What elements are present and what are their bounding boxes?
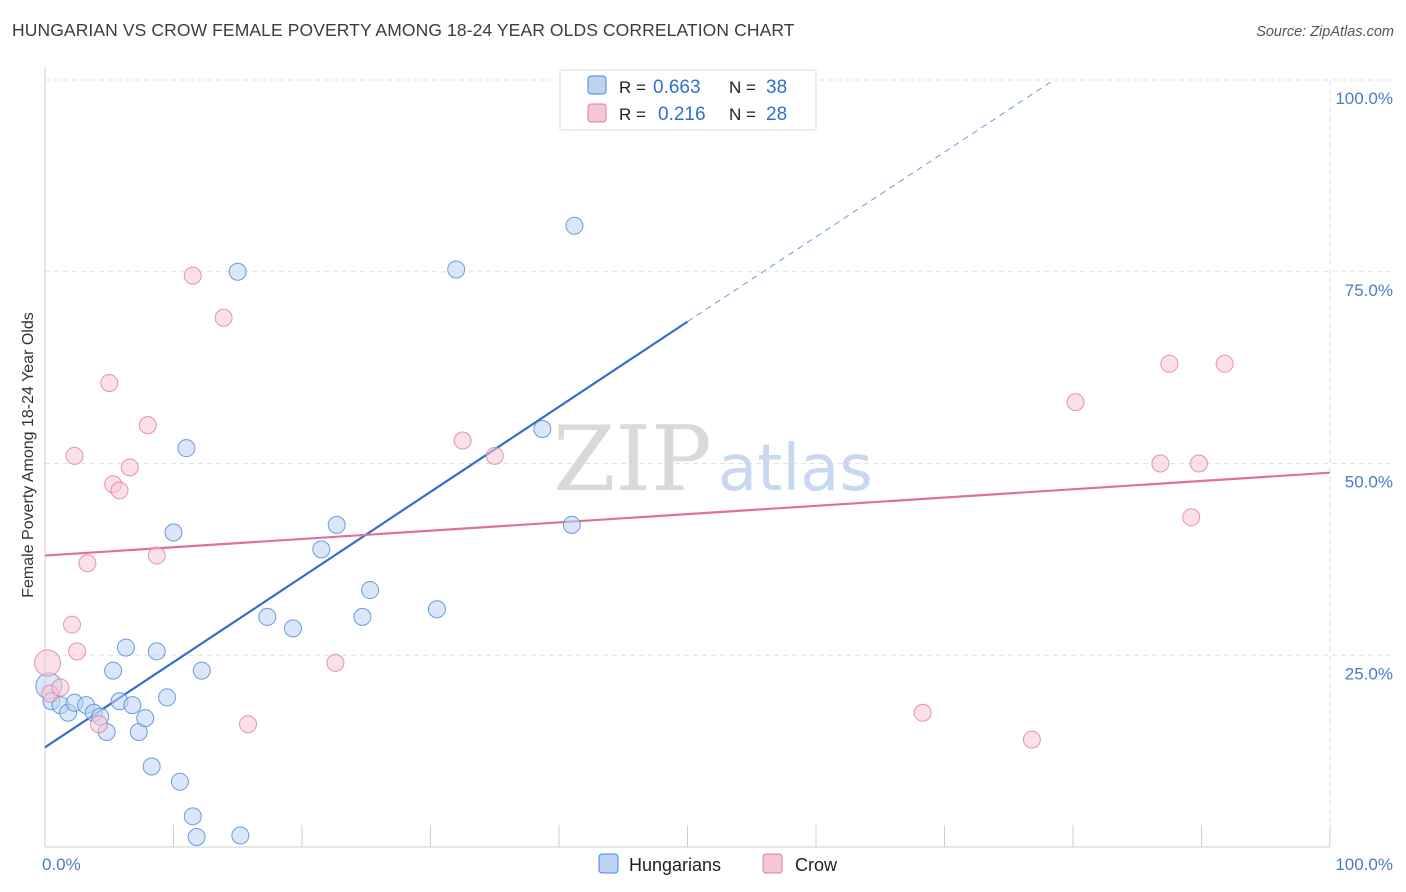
legend-n-value-2: 28 (766, 104, 787, 125)
hungarians-point-23 (192, 661, 211, 680)
crow-point-6 (78, 554, 97, 573)
hungarians-point-21 (183, 807, 202, 826)
hungarians-point-19 (170, 772, 189, 791)
bottom-legend-hungarians: Hungarians (629, 855, 721, 875)
hungarians-point-34 (533, 419, 552, 438)
legend-r-value-1: 0.663 (653, 77, 701, 98)
trend-lines (44, 79, 1331, 749)
legend-r-label-1: R = (619, 78, 646, 97)
y-tick-label-25: 25.0% (1345, 664, 1393, 683)
crow-point-19 (485, 446, 504, 465)
y-axis-label: Female Poverty Among 18-24 Year Olds (20, 312, 37, 598)
y-tick-labels: 100.0% 75.0% 50.0% 25.0% (1335, 89, 1393, 683)
crow-point-14 (183, 266, 202, 285)
hungarians-point-9 (104, 661, 123, 680)
hungarians-point-20 (177, 439, 196, 458)
x-tick-labels: 0.0% 100.0% (42, 855, 1393, 874)
crow-point-22 (1066, 393, 1085, 412)
hungarians-point-25 (231, 826, 250, 845)
crow-point-10 (110, 481, 129, 500)
crow-point-4 (65, 446, 84, 465)
bottom-legend-swatch-crow (762, 853, 783, 874)
series-legend: Hungarians Crow (598, 853, 838, 875)
hungarians-point-36 (565, 216, 584, 235)
hungarians-point-17 (158, 688, 177, 707)
legend-swatch-hungarians (587, 75, 607, 95)
y-tick-label-50: 50.0% (1345, 473, 1393, 492)
hungarians-point-30 (353, 607, 372, 626)
x-tick-label-100: 100.0% (1335, 855, 1393, 874)
data-points (34, 216, 1234, 847)
crow-point-13 (147, 546, 166, 565)
axes (44, 67, 1331, 848)
crow-point-7 (89, 715, 108, 734)
crow-point-20 (913, 703, 932, 722)
crow-point-21 (1022, 730, 1041, 749)
legend-n-label-1: N = (729, 78, 756, 97)
crow-point-24 (1160, 354, 1179, 373)
hungarians-point-11 (116, 638, 135, 657)
hungarians-point-29 (327, 515, 346, 534)
crow-point-26 (1189, 454, 1208, 473)
hungarians-point-28 (312, 540, 331, 559)
watermark: ZIP atlas (553, 407, 873, 512)
crow-point-0 (34, 649, 62, 677)
crow-point-11 (120, 458, 139, 477)
crow-point-12 (138, 416, 157, 435)
crow-point-3 (62, 615, 81, 634)
crow-trend-line (44, 471, 1331, 557)
hungarians-point-24 (228, 262, 247, 281)
hungarians-point-27 (284, 619, 303, 638)
hungarians-point-22 (187, 828, 206, 847)
crow-point-27 (1215, 354, 1234, 373)
hungarians-point-35 (562, 515, 581, 534)
y-tick-label-100: 100.0% (1335, 89, 1393, 108)
hungarians-point-12 (123, 696, 142, 715)
legend-swatch-crow (587, 103, 607, 123)
watermark-zip: ZIP (553, 407, 712, 512)
hungarians-point-32 (427, 600, 446, 619)
hungarians-point-33 (447, 260, 466, 279)
legend-r-label-2: R = (619, 105, 646, 124)
watermark-atlas: atlas (718, 432, 873, 506)
hungarians-point-16 (147, 642, 166, 661)
source-label: Source: ZipAtlas.com (1256, 24, 1394, 40)
crow-point-2 (51, 678, 70, 697)
crow-point-8 (100, 373, 119, 392)
crow-point-18 (453, 431, 472, 450)
crow-point-25 (1182, 508, 1201, 527)
legend-n-label-2: N = (729, 105, 756, 124)
hungarians-point-18 (164, 523, 183, 542)
stats-legend: R = 0.663 N = 38 R = 0.216 N = 28 (559, 69, 817, 131)
chart-title: HUNGARIAN VS CROW FEMALE POVERTY AMONG 1… (12, 20, 795, 40)
bottom-legend-crow: Crow (795, 855, 838, 875)
crow-point-15 (214, 308, 233, 327)
hungarians-point-26 (258, 607, 277, 626)
hungarians-point-15 (142, 757, 161, 776)
hungarians-point-14 (136, 709, 155, 728)
legend-r-value-2: 0.216 (658, 104, 706, 125)
hungarians-point-31 (361, 581, 380, 600)
legend-n-value-1: 38 (766, 77, 787, 98)
y-tick-label-75: 75.0% (1345, 281, 1393, 300)
x-tick-label-0: 0.0% (42, 855, 81, 874)
bottom-legend-swatch-hungarians (598, 853, 619, 874)
hungarians-trend-extension (687, 79, 1055, 323)
crow-point-17 (326, 653, 345, 672)
crow-point-5 (68, 642, 87, 661)
crow-point-23 (1151, 454, 1170, 473)
crow-point-16 (239, 715, 258, 734)
grid-lines (45, 79, 1392, 847)
